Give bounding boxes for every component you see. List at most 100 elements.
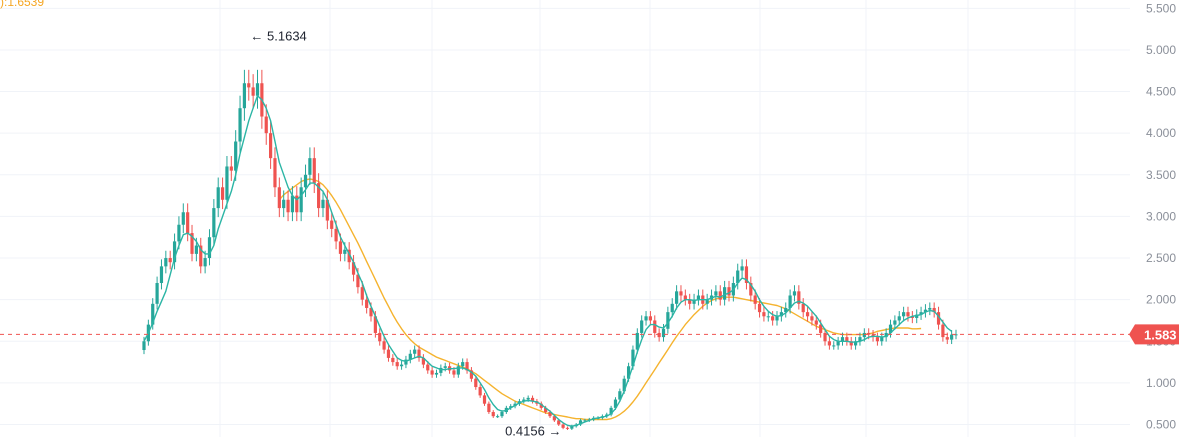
ma-slow-line [278,178,922,421]
candle-body [622,378,626,392]
candle-body [264,116,268,134]
low-annotation: 0.4156 → [505,424,561,437]
candle-body [181,212,185,225]
last-price-tag-bg [1129,324,1179,345]
candle-body [884,332,888,338]
candle-body [474,378,478,388]
candle-body [932,307,936,313]
candle-body [203,258,207,267]
candle-body [552,416,556,421]
candle-body [321,199,325,209]
candle-body [749,283,753,296]
candle-body [142,341,146,351]
candle-body [465,362,469,371]
candle-body [255,83,260,96]
y-tick-label: 0.500 [1146,418,1176,432]
candle-body [417,349,421,358]
candle-body [875,337,880,342]
candle-body [631,349,635,367]
candle-body [299,187,303,213]
candle-body [168,258,172,263]
candle-body [220,187,225,200]
candle-body [186,212,190,234]
candle-body [365,299,369,308]
candle-body [565,427,570,429]
y-axis[interactable]: 0.5001.0001.5002.0002.5003.0003.5004.000… [1129,1,1179,432]
candle-body [797,291,801,304]
candle-body [915,314,919,318]
candle-body [779,312,783,317]
candle-body [238,108,242,142]
y-tick-label: 1.000 [1146,376,1176,390]
candle-body [823,332,827,342]
candle-body [640,320,644,333]
candle-body [229,166,233,171]
candle-body [247,83,251,88]
y-tick-label: 4.500 [1146,85,1176,99]
candle-body [792,291,797,296]
candle-body [496,416,500,418]
candle-body [548,412,552,417]
candle-body [295,195,299,213]
candle-body [330,220,334,229]
candle-body [923,309,928,313]
candle-body [910,316,914,318]
candle-body [461,362,465,367]
candle-body [526,397,530,400]
candle-body [827,341,831,346]
y-tick-label: 3.500 [1146,168,1176,182]
candle-body [727,287,731,296]
candle-body [906,312,910,317]
y-tick-label: 4.000 [1146,126,1176,140]
candle-body [757,303,762,313]
candle-body [413,349,417,354]
ma-fast-layer [143,95,953,427]
candle-body [269,133,273,159]
candle-body [626,366,631,379]
moving-average-value-label: ):1.6539 [0,0,45,9]
ma-fast-line [143,95,953,427]
candle-body [282,199,286,209]
candle-body [819,324,823,333]
candle-body [888,324,893,333]
candle-body [452,370,456,375]
candle-body [928,307,932,310]
candle-body [456,366,460,375]
candle-body [386,349,391,358]
candle-body [325,199,329,221]
candle-body [675,291,679,304]
candle-body [936,312,941,325]
candle-body [775,316,779,321]
high-annotation: ← 5.1634 [250,28,306,43]
candle-body [290,195,295,213]
candle-body [840,337,845,342]
candle-body [242,83,247,109]
candle-body [805,312,810,317]
candle-body [439,367,443,373]
candle-body [862,332,866,338]
candle-body [172,241,177,263]
candle-body [408,353,412,360]
candle-body [696,295,701,300]
candle-body [740,266,744,271]
candle-body [399,364,404,367]
candle-body [950,334,954,340]
candle-body [351,262,356,275]
candle-body [164,258,168,267]
candle-body [648,316,653,321]
candle-body [661,328,666,338]
y-tick-label: 2.500 [1146,251,1176,265]
y-tick-label: 5.000 [1146,43,1176,57]
candle-body [378,332,382,342]
candle-body [832,345,836,347]
candle-body [880,337,884,342]
candle-body [190,233,194,254]
candle-body [277,187,281,209]
candle-body [234,141,238,171]
candle-body [360,287,364,300]
candle-body [613,399,618,408]
candle-body [343,249,347,254]
candle-body [653,320,657,333]
